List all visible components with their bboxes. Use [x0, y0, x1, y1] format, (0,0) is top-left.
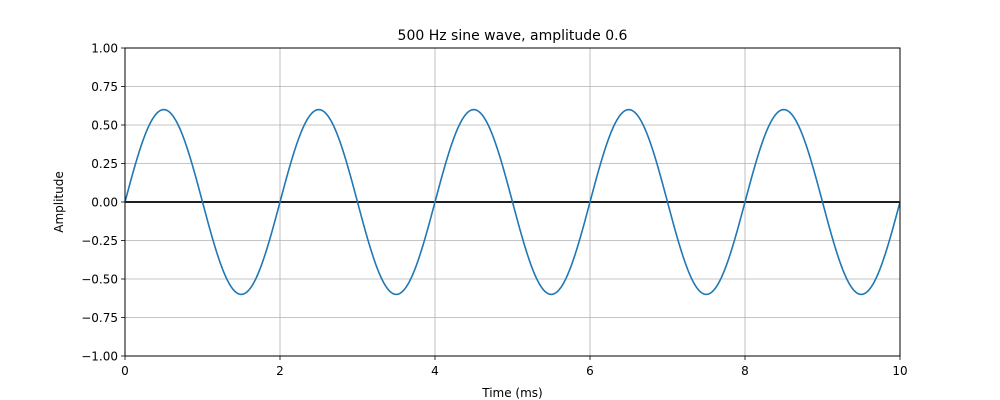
data-point: [764, 136, 766, 138]
x-tick-label: 0: [121, 364, 129, 378]
y-axis-title: Amplitude: [52, 171, 66, 233]
data-point: [376, 267, 378, 269]
data-point: [337, 136, 339, 138]
data-point: [841, 267, 843, 269]
data-point: [512, 201, 514, 203]
data-point: [221, 267, 223, 269]
data-point: [492, 136, 494, 138]
data-point: [279, 201, 281, 203]
data-point: [473, 109, 475, 111]
data-point: [667, 201, 669, 203]
data-point: [182, 136, 184, 138]
y-tick-label: −0.25: [81, 234, 118, 248]
y-tick-label: −1.00: [81, 350, 118, 364]
data-point: [570, 267, 572, 269]
chart-title: 500 Hz sine wave, amplitude 0.6: [398, 28, 628, 44]
data-point: [299, 136, 301, 138]
data-point: [744, 201, 746, 203]
data-point: [395, 294, 397, 296]
y-tick-label: 0.50: [91, 119, 118, 133]
data-point: [260, 267, 262, 269]
data-point: [705, 294, 707, 296]
data-point: [686, 267, 688, 269]
data-point: [589, 201, 591, 203]
x-tick-label: 6: [586, 364, 594, 378]
data-point: [880, 267, 882, 269]
tick-layer: 0 2 4 6 8 10 −1.00 −0.75 −0.50 −0.25 0.00 0.25 0.50 0…: [81, 42, 907, 379]
x-axis-title: Time (ms): [481, 386, 543, 400]
sine-series-line: [124, 108, 901, 296]
y-tick-label: 0.75: [91, 80, 118, 94]
data-point: [163, 109, 165, 111]
data-point: [202, 201, 204, 203]
data-point: [357, 201, 359, 203]
y-tick-label: 0.00: [91, 196, 118, 210]
data-point: [550, 294, 552, 296]
data-point: [860, 294, 862, 296]
data-point: [822, 201, 824, 203]
data-point: [415, 267, 417, 269]
data-point: [725, 267, 727, 269]
data-point: [783, 109, 785, 111]
x-tick-label: 10: [892, 364, 907, 378]
x-tick-label: 4: [431, 364, 439, 378]
data-point: [531, 267, 533, 269]
data-point: [318, 109, 320, 111]
data-point: [802, 136, 804, 138]
series-layer: [124, 108, 901, 296]
data-point: [454, 136, 456, 138]
data-point: [647, 136, 649, 138]
data-point: [240, 294, 242, 296]
y-tick-label: −0.75: [81, 311, 118, 325]
data-point: [144, 136, 146, 138]
x-tick-label: 8: [741, 364, 749, 378]
y-tick-label: 1.00: [91, 42, 118, 56]
y-tick-label: −0.50: [81, 273, 118, 287]
data-point: [434, 201, 436, 203]
x-tick-label: 2: [276, 364, 284, 378]
data-point: [628, 109, 630, 111]
y-tick-label: 0.25: [91, 157, 118, 171]
data-point: [609, 136, 611, 138]
